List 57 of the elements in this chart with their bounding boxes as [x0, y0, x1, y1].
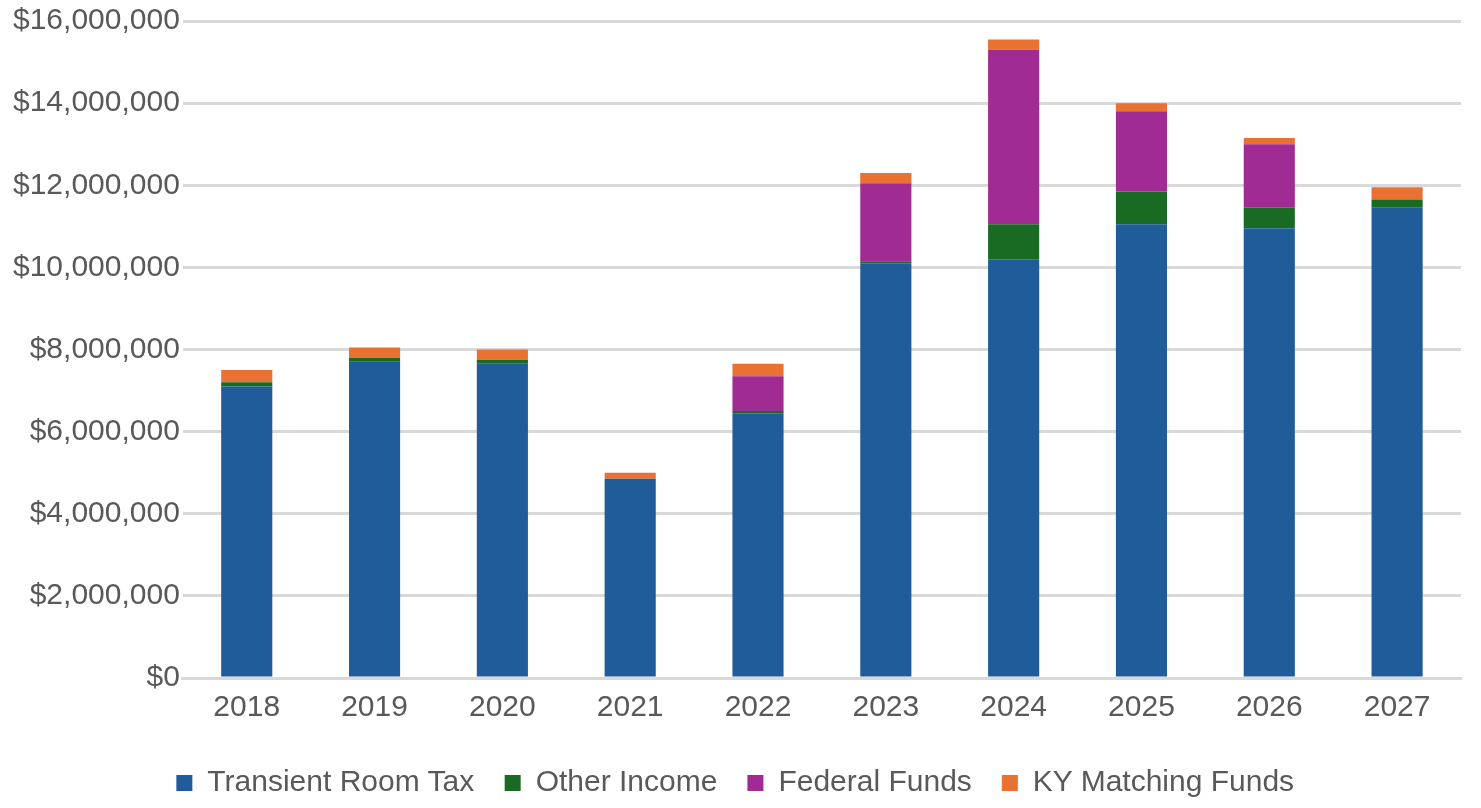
y-tick-label: $6,000,000: [29, 412, 180, 446]
bar: [1243, 228, 1295, 677]
legend-label: Federal Funds: [778, 764, 972, 798]
bar: [221, 370, 273, 383]
bar: [476, 359, 528, 364]
bar: [860, 183, 912, 262]
bar: [1115, 224, 1168, 677]
x-tick-label: 2018: [213, 689, 281, 723]
bar: [860, 261, 912, 264]
x-tick-label: 2027: [1363, 689, 1431, 723]
bar: [1371, 207, 1423, 677]
bar: [860, 263, 912, 677]
bar: [1371, 199, 1423, 208]
y-tick-label: $14,000,000: [12, 84, 180, 118]
y-tick-label: $2,000,000: [29, 577, 180, 611]
x-tick-label: 2022: [724, 689, 792, 723]
bar: [988, 39, 1040, 50]
bar: [1371, 187, 1423, 200]
bar: [348, 347, 401, 358]
y-tick-label: $0: [146, 659, 180, 693]
y-tick-label: $16,000,000: [12, 2, 180, 36]
bar: [476, 363, 528, 677]
x-tick-label: 2021: [596, 689, 664, 723]
bar: [732, 363, 784, 377]
bar: [348, 361, 401, 677]
y-tick-label: $4,000,000: [29, 495, 180, 529]
bar: [732, 376, 784, 412]
legend-label: Other Income: [535, 764, 718, 798]
bar: [1243, 144, 1295, 208]
y-tick-label: $10,000,000: [12, 248, 180, 282]
bar: [1243, 138, 1295, 145]
x-tick-label: 2023: [852, 689, 920, 723]
bar: [1115, 111, 1168, 192]
bar: [988, 259, 1040, 677]
bar: [732, 413, 784, 677]
bar: [221, 386, 273, 677]
legend-label: KY Matching Funds: [1032, 764, 1295, 798]
bar: [1115, 191, 1168, 225]
bar: [604, 472, 656, 479]
y-tick-label: $12,000,000: [12, 166, 180, 200]
bar: [988, 49, 1040, 225]
x-tick-label: 2024: [980, 689, 1048, 723]
bar: [221, 382, 273, 387]
bar: [860, 172, 912, 184]
bar: [988, 224, 1040, 260]
x-tick-label: 2026: [1235, 689, 1303, 723]
x-tick-label: 2020: [469, 689, 536, 723]
bar: [604, 478, 656, 677]
x-tick-label: 2019: [341, 689, 408, 723]
bar: [1115, 103, 1168, 112]
y-tick-label: $8,000,000: [29, 330, 180, 364]
bar: [1243, 207, 1295, 229]
x-tick-label: 2025: [1108, 689, 1175, 723]
bar: [348, 357, 401, 362]
bar: [732, 411, 784, 414]
legend-label: Transient Room Tax: [207, 764, 475, 798]
bar: [476, 349, 528, 360]
